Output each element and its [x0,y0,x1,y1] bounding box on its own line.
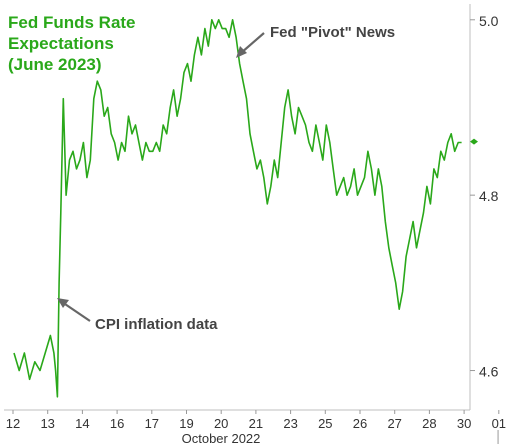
annotation-pivot-arrowhead [236,46,247,58]
y-tick-label: 5.0 [479,13,499,29]
x-tick-label: 13 [40,416,54,431]
x-tick-label: 28 [422,416,436,431]
plot-area [13,18,462,398]
chart-title: Fed Funds Rate Expectations (June 2023) [8,13,136,74]
x-tick-label: 30 [457,416,471,431]
last-value-marker [470,138,478,145]
x-tick-label: 16 [110,416,124,431]
annotation-pivot-arrow [240,32,265,54]
x-axis: 12131416171920212325262728300102October … [4,409,506,446]
y-tick-label: 4.8 [479,188,499,204]
title-line-1: Fed Funds Rate [8,13,136,32]
x-tick-label: 20 [214,416,228,431]
x-tick-label: 21 [249,416,263,431]
series-line [13,18,462,398]
x-tick-label: 27 [387,416,401,431]
annotations: CPI inflation data Fed "Pivot" News [57,24,395,333]
x-tick-label: 26 [353,416,367,431]
annotation-pivot-label: Fed "Pivot" News [270,24,395,41]
x-tick-label: 23 [283,416,297,431]
x-tick-label: 01 [492,416,506,431]
x-tick-label: 12 [6,416,20,431]
x-tick-label: 17 [145,416,159,431]
title-line-2: Expectations [8,34,114,53]
title-line-3: (June 2023) [8,55,102,74]
x-tick-label: 19 [179,416,193,431]
annotation-cpi-arrow [61,301,91,322]
annotation-cpi-label: CPI inflation data [95,316,218,333]
x-tick-label: 14 [75,416,89,431]
y-axis: 4.6 4.8 5.0 [469,4,499,410]
y-tick-label: 4.6 [479,364,499,380]
x-axis-title: October 2022 [182,431,261,446]
annotation-cpi-arrowhead [57,298,69,308]
x-tick-label: 25 [318,416,332,431]
